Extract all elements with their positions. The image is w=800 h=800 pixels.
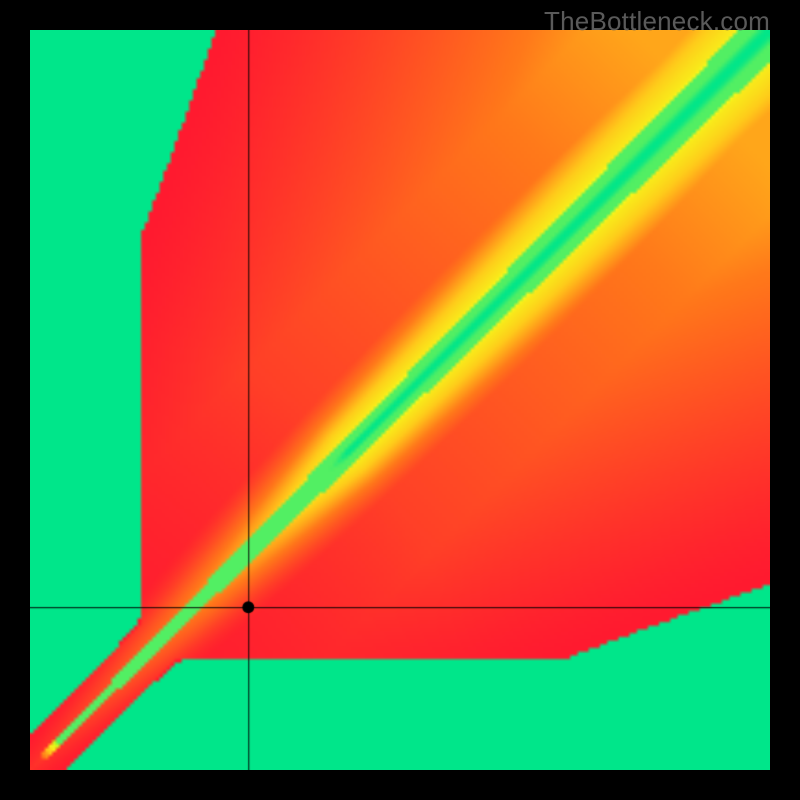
watermark-text: TheBottleneck.com bbox=[544, 6, 770, 37]
crosshair-overlay bbox=[30, 30, 770, 770]
heatmap-plot bbox=[30, 30, 770, 770]
